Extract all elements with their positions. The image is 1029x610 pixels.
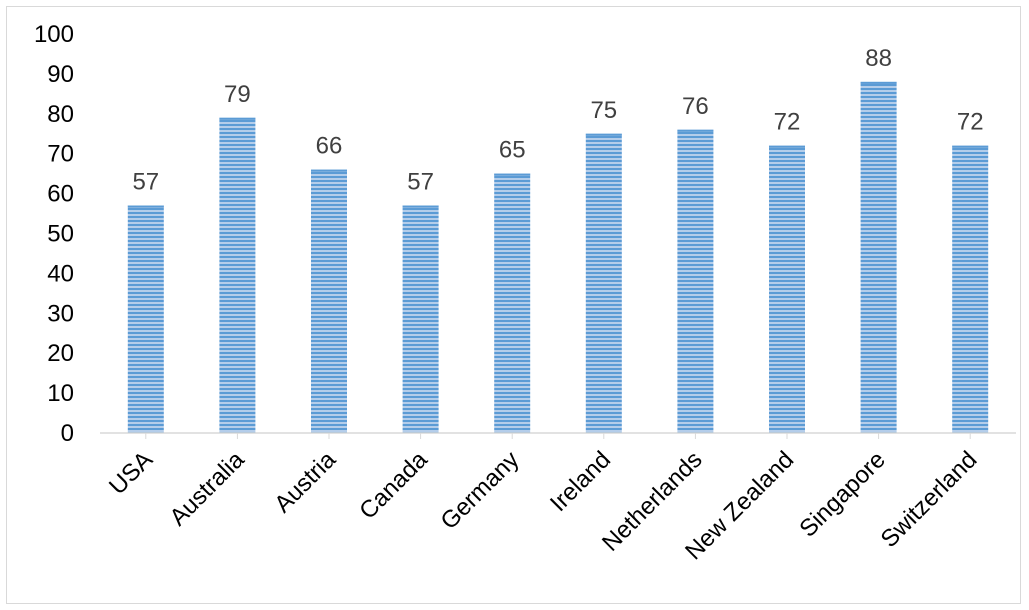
bar <box>311 169 347 433</box>
bar <box>127 205 164 433</box>
data-label: 75 <box>590 97 617 124</box>
y-tick-label: 60 <box>47 181 74 208</box>
y-tick-label: 30 <box>47 300 74 327</box>
data-label: 72 <box>774 109 801 136</box>
data-label: 57 <box>132 169 159 196</box>
bar-top-edge <box>677 129 714 132</box>
data-label: 57 <box>407 169 434 196</box>
y-tick-label: 90 <box>47 61 74 88</box>
bar-top-edge <box>219 117 256 120</box>
x-tick-label: Australia <box>165 446 251 532</box>
y-tick-label: 100 <box>34 21 74 48</box>
x-tick-label: Singapore <box>794 446 890 542</box>
y-tick-label: 0 <box>61 420 74 447</box>
bar-top-edge <box>494 173 531 176</box>
bar <box>677 129 714 433</box>
y-tick-label: 70 <box>47 141 74 168</box>
data-label: 76 <box>682 93 709 120</box>
x-tick-label: USA <box>104 446 158 500</box>
bar <box>585 133 622 433</box>
y-tick-label: 50 <box>47 221 74 248</box>
y-tick-label: 10 <box>47 380 74 407</box>
x-tick-label: Germany <box>436 446 525 535</box>
x-axis: USA Australia Austria Canada Germany IrelandN… <box>100 432 1016 565</box>
data-label: 66 <box>316 133 343 160</box>
data-label: 72 <box>957 109 984 136</box>
bar-top-edge <box>402 205 439 208</box>
y-tick-label: 80 <box>47 101 74 128</box>
bar <box>494 173 531 433</box>
y-tick-label: 40 <box>47 260 74 287</box>
data-label: 65 <box>499 137 526 164</box>
bar <box>219 117 256 433</box>
y-tick-label: 20 <box>47 340 74 367</box>
bars <box>127 81 989 433</box>
bar <box>860 81 897 433</box>
bar <box>402 205 439 433</box>
bar-top-edge <box>127 205 164 208</box>
x-tick-label: Switzerland <box>876 446 983 553</box>
data-label: 79 <box>224 81 251 108</box>
data-labels: 57 79 66 57 65 75 76 72 88 72 <box>132 45 983 196</box>
bar-top-edge <box>769 145 805 148</box>
bar <box>952 145 989 433</box>
x-tick-label: Ireland <box>545 446 616 517</box>
data-label: 88 <box>865 45 892 72</box>
bar <box>769 145 805 433</box>
bar-top-edge <box>311 169 347 172</box>
bar-top-edge <box>585 133 622 136</box>
y-axis: 0 10 20 30 40 50 60 70 80 90 100 <box>34 21 74 447</box>
x-tick-label: Austria <box>269 446 341 518</box>
bar-top-edge <box>860 81 897 84</box>
bar-top-edge <box>952 145 989 148</box>
x-tick-label: Canada <box>354 446 433 525</box>
